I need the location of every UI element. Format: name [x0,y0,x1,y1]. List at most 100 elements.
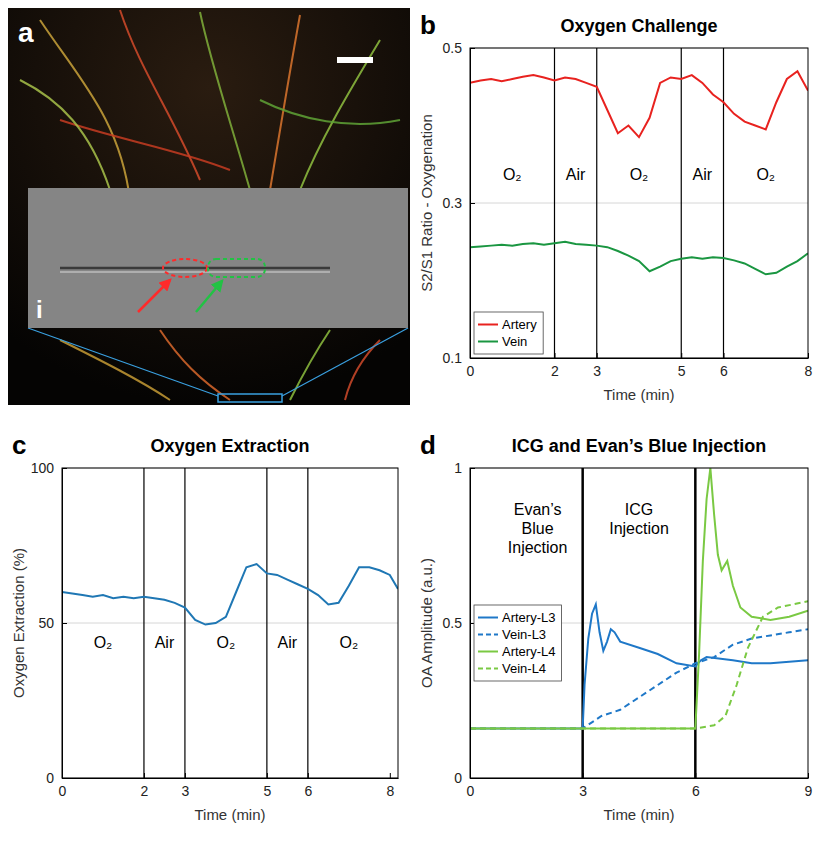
tick-label: 0 [467,363,475,379]
legend-label: Vein [502,334,527,349]
tick: 0.3 [443,195,475,211]
chart-title: ICG and Evan’s Blue Injection [512,436,766,456]
tick-mark [267,773,268,778]
image-panel: ai [8,8,410,405]
tick: 8 [386,773,394,799]
tick-mark [583,773,584,778]
tick: 5 [263,773,271,799]
annotation-line: O₂ [630,166,649,183]
tick: 2 [551,353,559,379]
arrow [138,280,170,312]
tick: 8 [805,353,813,379]
figure: ai0235680.10.30.5Oxygen ChallengebTime (… [0,0,823,848]
tick-label: 8 [386,783,394,799]
plot-frame [62,468,398,778]
legend-item: Artery-L3 [478,610,555,625]
tick-label: 0.5 [443,40,463,56]
y-axis-title: Oxygen Extraction (%) [10,548,27,698]
tick-label: 2 [551,363,559,379]
legend-swatch [478,634,498,636]
vessel [60,120,230,170]
tick-mark [597,353,598,358]
legend-label: Vein-L3 [502,627,546,642]
axis-line [471,358,809,359]
annotation-line: O₂ [217,634,236,651]
tick-mark [724,353,725,358]
tick: 0.5 [443,615,475,631]
tick-label: 50 [38,615,54,631]
plot-frame [470,468,808,778]
tick-label: 0 [454,770,462,786]
annotation: Air [278,634,298,651]
legend-item: Vein-L4 [478,661,546,676]
x-axis-title: Time (min) [603,806,674,823]
chart-panel: 0235680.10.30.5Oxygen ChallengebTime (mi… [418,10,813,403]
annotation: Air [155,634,175,651]
panel-label: b [420,10,436,40]
tick: 0.1 [443,350,475,366]
legend-swatch [478,324,498,326]
tick-mark [470,203,475,204]
annotation: Air [566,166,586,183]
annotation-line: Injection [609,520,669,537]
x-axis: 023568 [467,353,813,379]
panel-label: c [12,430,26,460]
chart-title: Oxygen Extraction [150,436,309,456]
event-line [681,48,682,358]
tick: 6 [692,773,700,799]
tick-mark [62,468,67,469]
tick-label: 3 [182,783,190,799]
legend-item: Vein-L3 [478,627,546,642]
annotation-line: O₂ [503,166,522,183]
vessel [160,330,230,400]
tick-label: 3 [593,363,601,379]
x-axis-title: Time (min) [603,386,674,403]
series-line [470,242,808,275]
tick-label: 6 [692,783,700,799]
annotation-line: Air [278,634,298,651]
tick-label: 0 [46,770,54,786]
panel-label: a [18,17,34,48]
event-line [554,48,555,358]
tick: 3 [182,773,190,799]
panel-label: d [420,430,436,460]
scale-bar [337,57,373,63]
tick-mark [308,773,309,778]
annotation: Air [693,166,713,183]
event-line [266,468,267,778]
event-line [307,468,308,778]
tick-mark [390,773,391,778]
tick-label: 0 [59,783,67,799]
grid [62,468,398,778]
tick: 2 [141,773,149,799]
tick: 0 [46,770,67,786]
plot-frame [470,48,808,358]
series-line [470,604,808,728]
annotation-line: Injection [508,539,568,556]
tick-label: 100 [31,460,55,476]
zoom-line [28,328,218,396]
series-line [62,564,398,624]
artery-roi [163,259,207,277]
tick-label: 8 [805,363,813,379]
annotation-line: Air [693,166,713,183]
grid-line [62,623,398,624]
tick-mark [808,773,809,778]
legend-label: Artery [502,317,537,332]
annotation-line: O₂ [340,634,359,651]
tick-mark [695,773,696,778]
tick-mark [555,353,556,358]
legend-swatch [478,617,498,619]
tick-label: 0.3 [443,195,463,211]
annotation: O₂ [340,634,359,651]
y-axis: 0.1 0.3 0.5 [443,40,475,366]
annotation-line: ICG [625,501,653,518]
inset [28,188,408,328]
plot-area [470,48,808,358]
grid-line [470,203,808,204]
event-line [143,468,144,778]
zoom-line [282,328,408,396]
annotation: Evan’sBlueInjection [508,501,568,556]
tick-label: 0 [467,783,475,799]
chart-panel: 023568050100Oxygen ExtractioncTime (min)… [10,430,399,823]
